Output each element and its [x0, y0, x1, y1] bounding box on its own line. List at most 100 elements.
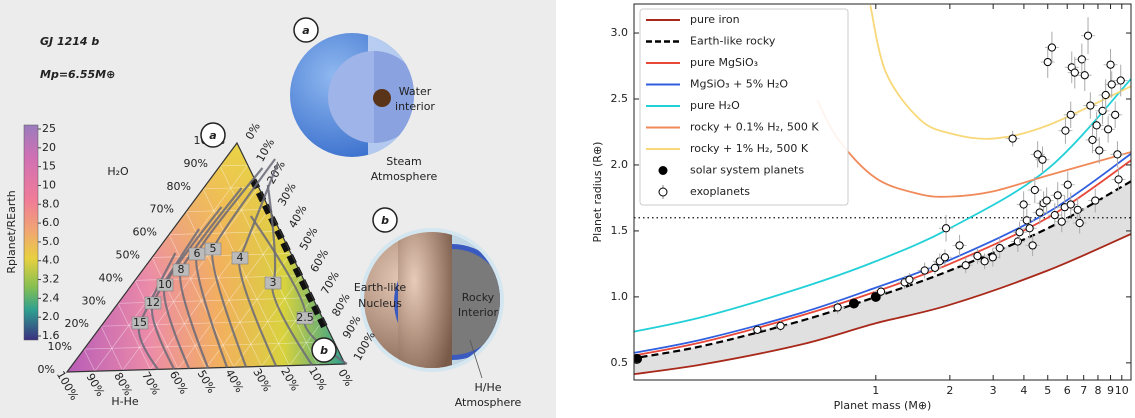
corner-marker	[372, 207, 398, 233]
exoplanet-point	[1113, 150, 1122, 159]
x-tick-label: 3	[990, 384, 997, 397]
exoplanet-point	[940, 253, 950, 262]
contour-label: 10	[158, 278, 172, 291]
legend-label: pure H₂O	[690, 99, 740, 112]
grid-line	[219, 164, 248, 167]
colorbar-tick-label: 5.0	[42, 235, 60, 248]
x-tick-label: 6	[1064, 384, 1071, 397]
exoplanet-point	[1077, 55, 1086, 64]
h2o-tick-label: 50%	[116, 249, 140, 262]
inset-text: H/He Atmosphere	[455, 381, 522, 409]
inset-rocky-world	[360, 228, 504, 372]
grid-line	[202, 186, 259, 190]
exoplanet-point	[1106, 60, 1115, 69]
corner-marker	[311, 337, 337, 363]
model-curve	[869, 5, 1131, 140]
exoplanet-point	[776, 321, 785, 331]
inset-text-line: Atmosphere	[455, 396, 522, 409]
exoplanet-point	[1061, 126, 1070, 135]
solar-system-point	[634, 353, 643, 364]
y-tick-label: 0.5	[611, 356, 629, 369]
exoplanet-point	[1086, 101, 1095, 110]
exoplanet-point	[1030, 185, 1039, 195]
legend-label: pure iron	[690, 13, 740, 26]
nucleus-axis-label-line: Nucleus	[358, 297, 402, 310]
legend-label: rocky + 1% H₂, 500 K	[690, 142, 809, 155]
legend-box	[639, 8, 849, 206]
x-tick-label: 8	[1094, 384, 1101, 397]
exoplanet-point	[1066, 110, 1075, 119]
y-axis-label: Planet radius (R⊕)	[591, 142, 604, 243]
x-tick-label: 5	[1044, 384, 1051, 397]
exoplanet-point	[1092, 121, 1101, 130]
exoplanet-point	[1080, 71, 1089, 80]
y-tick-label: 2.5	[611, 92, 629, 105]
surface-half	[398, 232, 452, 368]
legend-label: pure MgSiO₃	[690, 56, 758, 69]
colorbar-label: Rplanet/REarth	[5, 190, 18, 273]
model-curve	[634, 233, 1131, 376]
contour-label: 3	[270, 276, 277, 289]
colorbar-tick-label: 1.6	[42, 329, 60, 342]
x-tick-label: 1	[872, 384, 879, 397]
exoplanet-point	[1025, 224, 1034, 233]
grid-line	[94, 164, 249, 372]
grid-line	[151, 257, 207, 369]
colorbar-tick-label: 2.0	[42, 310, 60, 323]
exoplanet-point	[1022, 216, 1031, 225]
exoplanet-point	[1114, 175, 1123, 184]
plot-frame	[633, 3, 1132, 381]
contour-label: 15	[133, 316, 147, 329]
exoplanet-point	[995, 243, 1004, 253]
h2o-tick-label: 40%	[99, 271, 123, 284]
ternary-shade	[67, 143, 345, 372]
exoplanet-point	[1035, 208, 1044, 217]
inset-text-line: Rocky	[462, 291, 495, 304]
colorbar-tick-label: 20	[42, 141, 56, 154]
grid-line	[117, 303, 151, 370]
y-tick-label: 3.0	[611, 26, 629, 39]
grid-line	[83, 341, 335, 350]
exoplanet-point	[1073, 205, 1082, 214]
corner-marker	[200, 122, 226, 148]
exoplanet-point	[905, 275, 914, 284]
colorbar-tick-label: 8.0	[42, 197, 60, 210]
h2o-tick-label: 20%	[65, 317, 89, 330]
contour-label-box	[296, 311, 314, 325]
colorbar	[23, 124, 39, 341]
exoplanet-point	[1066, 200, 1075, 209]
x-tick-label: 10	[1115, 384, 1129, 397]
exoplanet-point	[1050, 210, 1059, 220]
grid-line	[122, 186, 259, 371]
exoplanet-point	[955, 241, 964, 250]
exoplanet-point	[1019, 200, 1028, 209]
grid-line	[177, 231, 281, 370]
exoplanet-point	[961, 261, 970, 270]
contour-label-box	[156, 278, 174, 292]
exoplanet-point	[1013, 237, 1022, 246]
exoplanet-point	[1095, 146, 1104, 155]
exoplanet-point	[988, 253, 997, 262]
inset-text: Rocky Interior	[458, 291, 499, 319]
contour-label-box	[264, 276, 282, 290]
legend-label: exoplanets	[690, 185, 750, 198]
rocky-band	[634, 181, 1131, 375]
contour-label-box	[204, 242, 222, 256]
exoplanet-point	[1083, 31, 1093, 40]
exoplanet-point	[1116, 76, 1125, 85]
colorbar-tick-label: 15	[42, 160, 56, 173]
inset-text-line: Water	[399, 85, 432, 98]
h2o-tick-label: 60%	[133, 226, 157, 239]
ternary-outline	[65, 141, 346, 373]
colorbar-tick-label: 25	[42, 122, 56, 135]
exoplanet-point	[980, 257, 989, 266]
x-tick-label: 4	[1020, 384, 1027, 397]
exoplanet-point	[930, 263, 940, 272]
h2o-tick-label: 0%	[38, 363, 55, 376]
solar-system-point	[870, 291, 881, 302]
grid-line	[83, 348, 96, 372]
exoplanet-point	[1104, 125, 1113, 134]
exoplanet-point	[1107, 80, 1116, 89]
colorbar-tick-label: 6.0	[42, 216, 60, 229]
inset-text-line: Interior	[458, 306, 499, 319]
